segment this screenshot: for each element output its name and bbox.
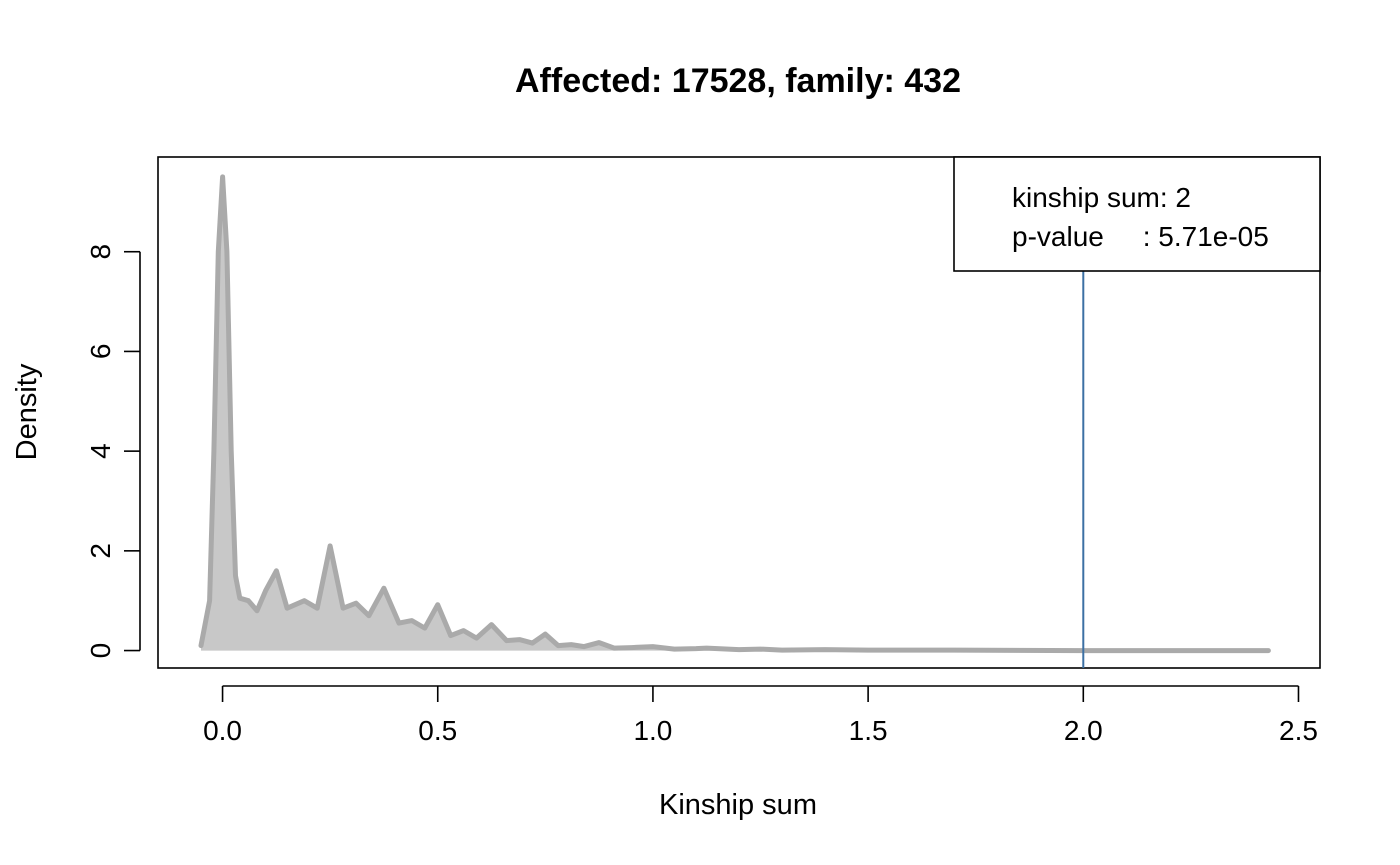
density-line (198, 174, 1271, 654)
x-axis: 0.0 0.5 1.0 1.5 2.0 2.5 (203, 685, 1318, 746)
chart-title: Affected: 17528, family: 432 (515, 62, 961, 100)
legend-kinship-sum-text: kinship sum: 2 (1012, 182, 1191, 213)
legend-p-value-text: p-value : 5.71e-05 (1012, 221, 1269, 252)
y-tick-label: 8 (85, 244, 116, 260)
x-tick-label: 1.5 (849, 715, 888, 746)
legend-box (953, 156, 1321, 272)
y-axis-label: Density (11, 363, 43, 460)
y-tick-label: 0 (85, 643, 116, 659)
plot-area-frame (157, 156, 1321, 669)
legend: kinship sum: 2 p-value : 5.71e-05 (953, 156, 1321, 272)
x-tick-label: 2.5 (1279, 715, 1318, 746)
y-tick-label: 6 (85, 344, 116, 360)
x-axis-label: Kinship sum (659, 789, 817, 821)
y-tick-label: 2 (85, 543, 116, 559)
y-tick-label: 4 (85, 443, 116, 459)
x-tick-label: 2.0 (1064, 715, 1103, 746)
x-tick-label: 0.5 (418, 715, 457, 746)
x-tick-label: 0.0 (203, 715, 242, 746)
x-tick-label: 1.0 (633, 715, 672, 746)
y-axis: 0 2 4 6 8 (85, 244, 141, 659)
